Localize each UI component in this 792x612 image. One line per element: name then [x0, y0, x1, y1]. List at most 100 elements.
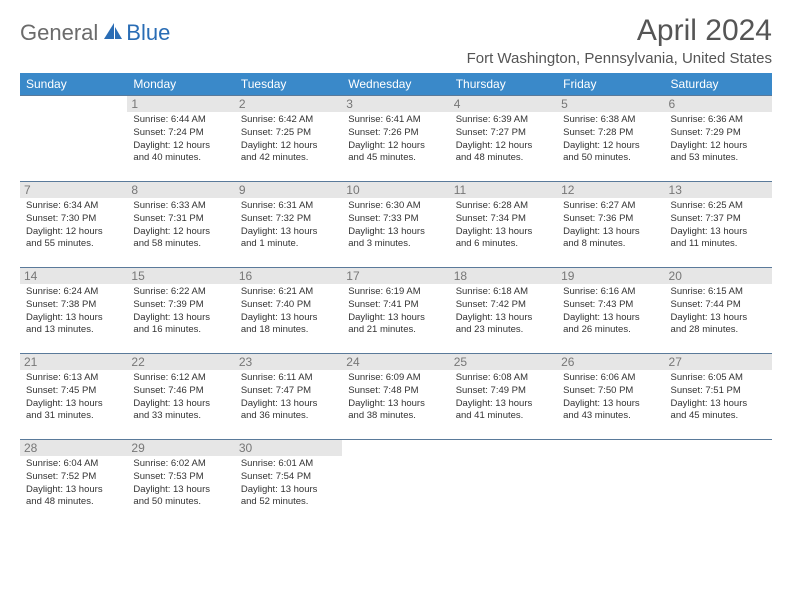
calendar-week-row: 7Sunrise: 6:34 AMSunset: 7:30 PMDaylight… — [20, 182, 772, 268]
calendar-week-row: 21Sunrise: 6:13 AMSunset: 7:45 PMDayligh… — [20, 354, 772, 440]
header: General Blue April 2024 Fort Washington,… — [20, 14, 772, 67]
day-data: Sunrise: 6:42 AMSunset: 7:25 PMDaylight:… — [241, 114, 336, 165]
daylight-line-1: Daylight: 13 hours — [26, 484, 121, 497]
daylight-line-1: Daylight: 13 hours — [348, 312, 443, 325]
day-data: Sunrise: 6:06 AMSunset: 7:50 PMDaylight:… — [563, 372, 658, 423]
daylight-line-2: and 18 minutes. — [241, 324, 336, 337]
day-number: 6 — [665, 96, 772, 112]
daylight-line-1: Daylight: 13 hours — [133, 484, 228, 497]
sunset-line: Sunset: 7:28 PM — [563, 127, 658, 140]
day-number: 20 — [665, 268, 772, 284]
calendar-day-cell: 26 Sunrise: 6:06 AMSunset: 7:50 PMDayligh… — [557, 354, 664, 440]
daylight-line-2: and 38 minutes. — [348, 410, 443, 423]
day-number: 15 — [127, 268, 234, 284]
daylight-line-2: and 42 minutes. — [241, 152, 336, 165]
sunset-line: Sunset: 7:24 PM — [133, 127, 228, 140]
calendar-day-cell: 12 Sunrise: 6:27 AMSunset: 7:36 PMDayligh… — [557, 182, 664, 268]
logo-sail-icon — [102, 21, 124, 46]
sunset-line: Sunset: 7:36 PM — [563, 213, 658, 226]
daylight-line-1: Daylight: 13 hours — [241, 484, 336, 497]
sunrise-line: Sunrise: 6:30 AM — [348, 200, 443, 213]
day-data: Sunrise: 6:36 AMSunset: 7:29 PMDaylight:… — [671, 114, 766, 165]
sunrise-line: Sunrise: 6:27 AM — [563, 200, 658, 213]
weekday-header: Wednesday — [342, 73, 449, 96]
sunset-line: Sunset: 7:47 PM — [241, 385, 336, 398]
daylight-line-2: and 8 minutes. — [563, 238, 658, 251]
sunset-line: Sunset: 7:45 PM — [26, 385, 121, 398]
daylight-line-1: Daylight: 13 hours — [563, 312, 658, 325]
daylight-line-1: Daylight: 13 hours — [26, 312, 121, 325]
daylight-line-1: Daylight: 13 hours — [241, 226, 336, 239]
sunset-line: Sunset: 7:29 PM — [671, 127, 766, 140]
calendar-table: Sunday Monday Tuesday Wednesday Thursday… — [20, 73, 772, 526]
day-number: 26 — [557, 354, 664, 370]
daylight-line-2: and 11 minutes. — [671, 238, 766, 251]
day-number: 23 — [235, 354, 342, 370]
daylight-line-2: and 50 minutes. — [563, 152, 658, 165]
sunrise-line: Sunrise: 6:31 AM — [241, 200, 336, 213]
sunrise-line: Sunrise: 6:08 AM — [456, 372, 551, 385]
sunrise-line: Sunrise: 6:41 AM — [348, 114, 443, 127]
day-data: Sunrise: 6:44 AMSunset: 7:24 PMDaylight:… — [133, 114, 228, 165]
sunrise-line: Sunrise: 6:13 AM — [26, 372, 121, 385]
calendar-day-cell: 11Sunrise: 6:28 AMSunset: 7:34 PMDayligh… — [450, 182, 557, 268]
daylight-line-1: Daylight: 13 hours — [241, 398, 336, 411]
calendar-day-cell: 3Sunrise: 6:41 AMSunset: 7:26 PMDaylight… — [342, 96, 449, 182]
daylight-line-1: Daylight: 13 hours — [456, 226, 551, 239]
daylight-line-1: Daylight: 13 hours — [348, 398, 443, 411]
sunrise-line: Sunrise: 6:25 AM — [671, 200, 766, 213]
sunrise-line: Sunrise: 6:05 AM — [671, 372, 766, 385]
sunset-line: Sunset: 7:49 PM — [456, 385, 551, 398]
day-number: 18 — [450, 268, 557, 284]
daylight-line-2: and 48 minutes. — [456, 152, 551, 165]
day-number: 3 — [342, 96, 449, 112]
calendar-day-cell — [557, 440, 664, 526]
day-data: Sunrise: 6:33 AMSunset: 7:31 PMDaylight:… — [133, 200, 228, 251]
weekday-header: Tuesday — [235, 73, 342, 96]
daylight-line-2: and 50 minutes. — [133, 496, 228, 509]
weekday-header: Sunday — [20, 73, 127, 96]
daylight-line-1: Daylight: 12 hours — [456, 140, 551, 153]
day-data: Sunrise: 6:04 AMSunset: 7:52 PMDaylight:… — [26, 458, 121, 509]
day-data: Sunrise: 6:31 AMSunset: 7:32 PMDaylight:… — [241, 200, 336, 251]
daylight-line-2: and 21 minutes. — [348, 324, 443, 337]
calendar-day-cell: 2Sunrise: 6:42 AMSunset: 7:25 PMDaylight… — [235, 96, 342, 182]
day-data: Sunrise: 6:09 AMSunset: 7:48 PMDaylight:… — [348, 372, 443, 423]
sunrise-line: Sunrise: 6:06 AM — [563, 372, 658, 385]
sunset-line: Sunset: 7:52 PM — [26, 471, 121, 484]
sunrise-line: Sunrise: 6:33 AM — [133, 200, 228, 213]
calendar-day-cell: 14 Sunrise: 6:24 AMSunset: 7:38 PMDayligh… — [20, 268, 127, 354]
day-number: 12 — [557, 182, 664, 198]
sunset-line: Sunset: 7:25 PM — [241, 127, 336, 140]
day-number: 14 — [20, 268, 127, 284]
day-data: Sunrise: 6:13 AMSunset: 7:45 PMDaylight:… — [26, 372, 121, 423]
day-data: Sunrise: 6:24 AMSunset: 7:38 PMDaylight:… — [26, 286, 121, 337]
daylight-line-1: Daylight: 13 hours — [671, 398, 766, 411]
logo-text-general: General — [20, 20, 98, 46]
daylight-line-2: and 41 minutes. — [456, 410, 551, 423]
day-number: 29 — [127, 440, 234, 456]
daylight-line-1: Daylight: 13 hours — [563, 226, 658, 239]
day-number: 17 — [342, 268, 449, 284]
daylight-line-2: and 58 minutes. — [133, 238, 228, 251]
logo-text-blue: Blue — [126, 20, 170, 46]
calendar-day-cell: 4Sunrise: 6:39 AMSunset: 7:27 PMDaylight… — [450, 96, 557, 182]
daylight-line-2: and 48 minutes. — [26, 496, 121, 509]
location-text: Fort Washington, Pennsylvania, United St… — [467, 50, 772, 67]
daylight-line-1: Daylight: 13 hours — [133, 312, 228, 325]
day-data: Sunrise: 6:11 AMSunset: 7:47 PMDaylight:… — [241, 372, 336, 423]
daylight-line-2: and 55 minutes. — [26, 238, 121, 251]
calendar-week-row: 1Sunrise: 6:44 AMSunset: 7:24 PMDaylight… — [20, 96, 772, 182]
calendar-day-cell: 13Sunrise: 6:25 AMSunset: 7:37 PMDayligh… — [665, 182, 772, 268]
daylight-line-1: Daylight: 13 hours — [563, 398, 658, 411]
daylight-line-2: and 1 minute. — [241, 238, 336, 251]
daylight-line-1: Daylight: 12 hours — [133, 140, 228, 153]
day-number: 9 — [235, 182, 342, 198]
day-number: 10 — [342, 182, 449, 198]
sunrise-line: Sunrise: 6:18 AM — [456, 286, 551, 299]
month-title: April 2024 — [467, 14, 772, 48]
calendar-day-cell: 21Sunrise: 6:13 AMSunset: 7:45 PMDayligh… — [20, 354, 127, 440]
calendar-day-cell: 7Sunrise: 6:34 AMSunset: 7:30 PMDaylight… — [20, 182, 127, 268]
daylight-line-1: Daylight: 13 hours — [456, 312, 551, 325]
day-data: Sunrise: 6:18 AMSunset: 7:42 PMDaylight:… — [456, 286, 551, 337]
